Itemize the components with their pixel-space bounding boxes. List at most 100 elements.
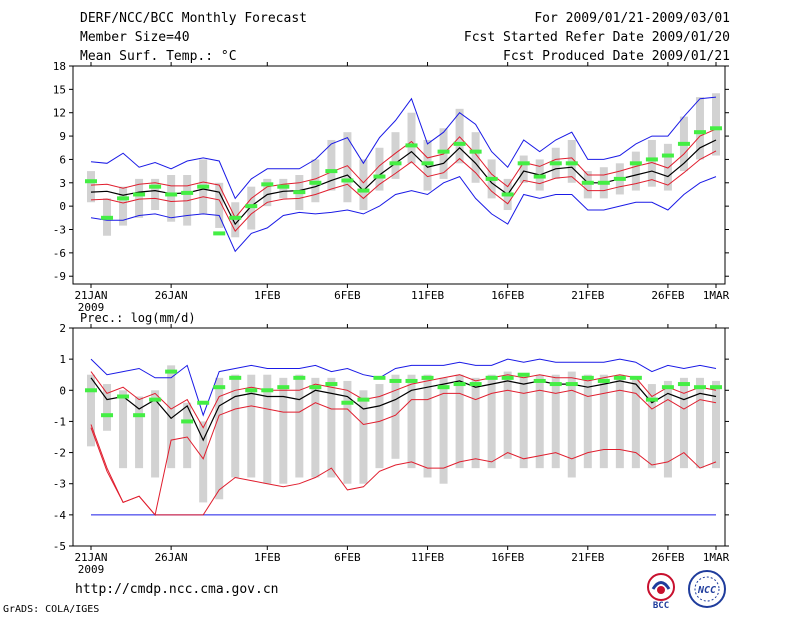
spread-box [375,147,384,191]
observed-marker [85,388,97,393]
spread-box [471,377,480,469]
observed-marker [117,196,130,201]
observed-marker [469,382,482,387]
y-tick-label: -3 [53,478,66,491]
spread-box [119,390,128,469]
spread-box [231,374,240,478]
observed-marker [437,149,450,154]
spread-box [631,377,640,469]
spread-box [343,380,352,484]
observed-marker [581,180,594,185]
x-tick-label: 6FEB [334,551,361,564]
x-tick-label: 6FEB [334,289,361,302]
observed-marker [549,382,562,387]
observed-marker [501,375,514,380]
spread-box [407,112,416,164]
observed-marker [197,400,210,405]
bcc-logo-label: BCC [653,601,669,610]
spread-box [135,396,144,469]
y-tick-label: -3 [53,224,66,237]
observed-marker [517,372,530,377]
observed-marker [165,192,178,197]
observed-marker [197,184,210,189]
member-size: Member Size=40 [80,30,190,45]
spread-box [199,421,208,503]
observed-marker [85,179,97,184]
spread-box [712,93,720,156]
observed-marker [325,169,338,174]
observed-marker [245,388,258,393]
y-tick-label: -2 [53,447,66,460]
observed-marker [101,413,114,418]
observed-marker [261,182,274,187]
header-left: DERF/NCC/BCC Monthly Forecast Member Siz… [80,10,307,67]
observed-marker [645,157,658,162]
spread-box [327,139,336,191]
spread-box [391,132,400,179]
observed-marker [565,382,578,387]
spread-box [87,171,95,203]
x-tick-label: 1FEB [254,289,281,302]
spread-box [487,374,496,469]
produced-date: Fcst Produced Date 2009/01/21 [503,49,730,64]
observed-marker [533,174,546,179]
spread-box [535,374,544,469]
observed-marker [357,397,370,402]
x-year-label: 2009 [78,301,105,314]
observed-marker [437,385,450,390]
spread-box [327,377,336,478]
y-tick-label: 2 [59,322,66,335]
observed-marker [501,192,514,197]
header-right: For 2009/01/21-2009/03/01 Fcst Started R… [464,10,730,67]
y-tick-label: -4 [53,509,67,522]
spread-box [215,377,224,500]
x-year-label: 2009 [78,563,105,576]
spread-box [359,390,368,484]
chart-title: DERF/NCC/BCC Monthly Forecast [80,11,307,26]
x-tick-label: 21JAN [74,551,107,564]
x-tick-label: 1MAR [703,551,730,564]
spread-box [615,374,624,469]
observed-marker [469,149,482,154]
spread-box [695,377,704,469]
observed-marker [213,231,226,236]
spread-box [295,374,304,478]
spread-box [151,178,160,211]
series-mean-spread [90,150,717,232]
observed-marker [181,419,194,424]
observed-marker [341,178,354,183]
spread-box [183,402,192,469]
spread-box [279,377,288,484]
spread-box [679,377,688,469]
observed-marker [149,184,162,189]
series-ensemble-max [90,358,717,417]
observed-marker [373,174,386,179]
observed-marker [677,141,690,146]
series-ensemble-mean [90,377,717,442]
footer-url[interactable]: http://cmdp.ncc.cma.gov.cn [75,582,279,597]
spread-box [567,371,576,478]
observed-marker [117,394,130,399]
spread-box [519,374,528,469]
observed-marker [597,378,610,383]
x-tick-label: 26FEB [651,551,684,564]
observed-marker [421,161,434,166]
series-mean-spread [90,128,717,219]
y-tick-label: 15 [53,83,66,96]
observed-marker [325,382,338,387]
observed-marker [293,375,306,380]
bcc-logo: BCC [647,573,675,610]
observed-marker [485,176,498,181]
spread-box [471,132,480,183]
observed-marker [389,378,402,383]
y-tick-label: 0 [59,384,66,397]
observed-marker [309,385,322,390]
observed-marker [453,382,466,387]
observed-marker [629,375,642,380]
series-ensemble-mean [90,139,717,226]
spread-box [695,97,704,160]
spread-box [375,384,384,469]
x-tick-label: 1MAR [703,289,730,302]
observed-marker [661,153,674,158]
observed-marker [661,385,674,390]
